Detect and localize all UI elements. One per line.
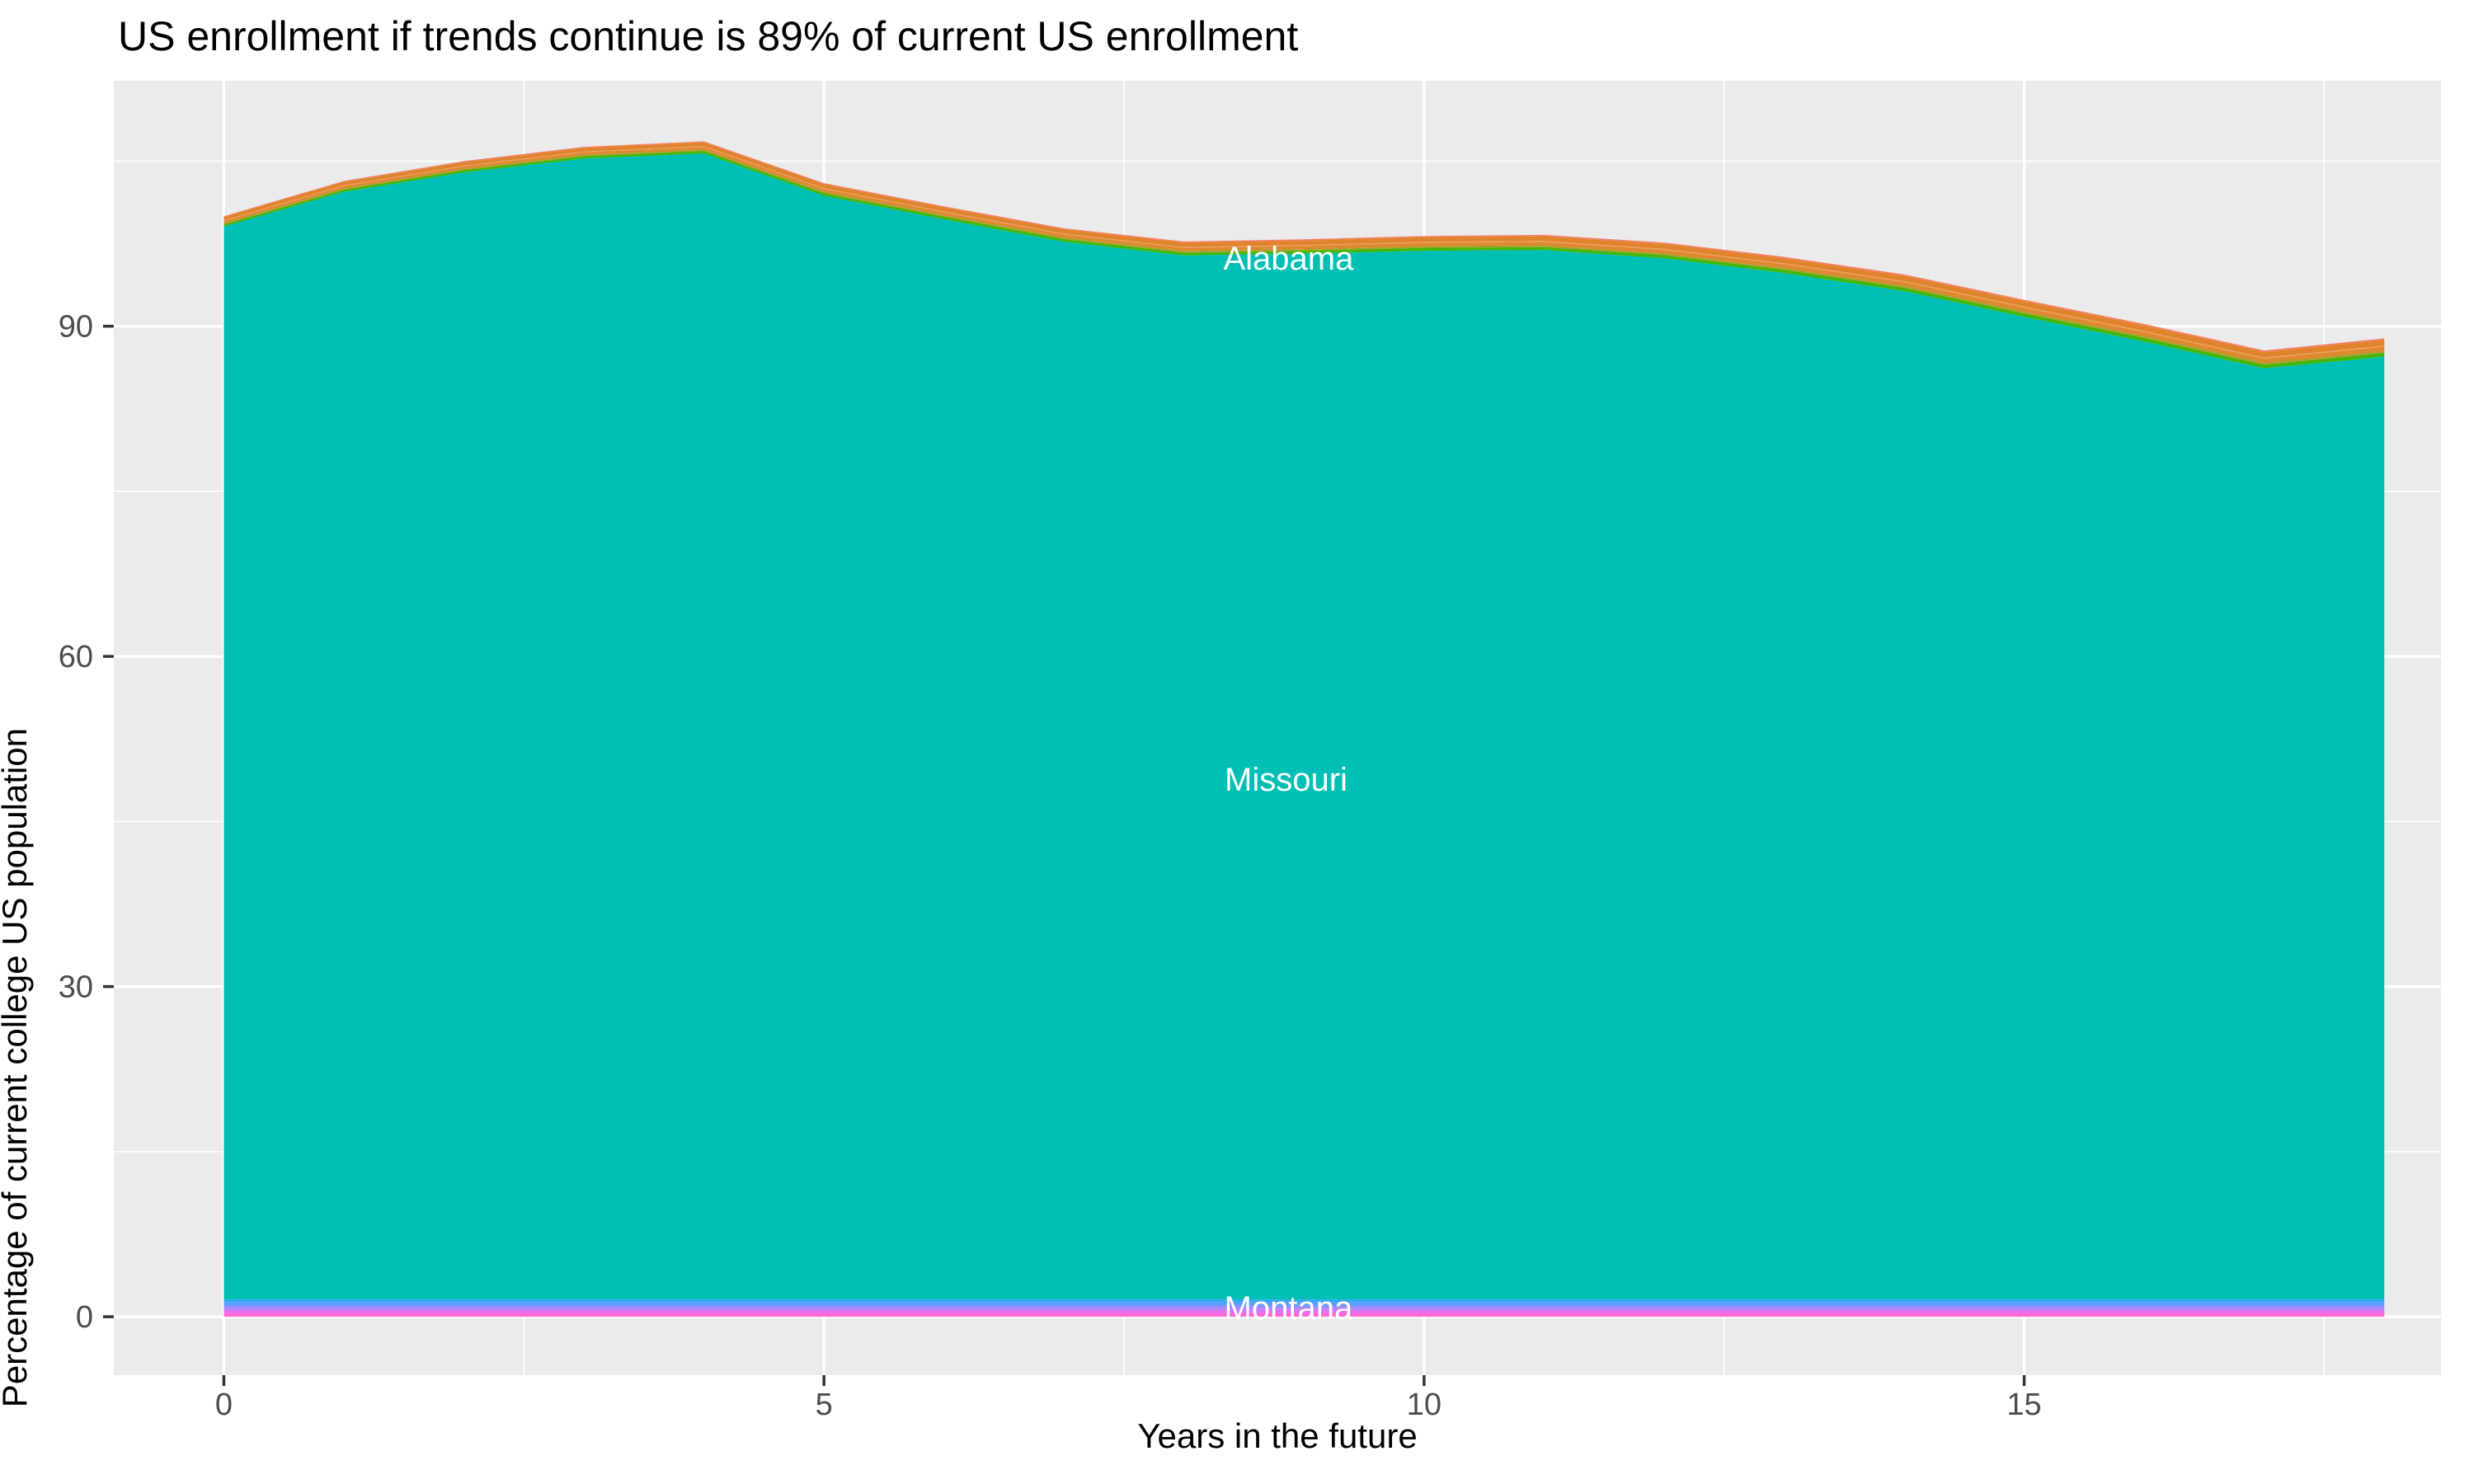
- area-band-orchid: [223, 1310, 2385, 1313]
- area-band-amber: [223, 148, 2385, 364]
- area-band-periwinkle: [223, 1305, 2385, 1308]
- area-band-blue: [223, 1302, 2385, 1306]
- x-axis-tick-label: 0: [215, 1388, 233, 1422]
- plot-title: US enrollment if trends continue is 89% …: [118, 13, 1299, 59]
- y-axis-tick-label: 60: [59, 640, 93, 674]
- state-label-alabama: Alabama: [1223, 241, 1354, 277]
- area-band-olive: [223, 149, 2385, 365]
- area-band-green: [223, 151, 2385, 369]
- y-axis-tick-label: 90: [59, 310, 93, 345]
- x-axis-tick-label: 15: [2006, 1388, 2041, 1422]
- area-band-montana-blue: [223, 1299, 2385, 1303]
- y-axis-tick-label: 30: [59, 970, 93, 1005]
- state-label-montana: Montana: [1225, 1290, 1353, 1327]
- area-band-orange-1: [223, 142, 2385, 358]
- state-label-missouri: Missouri: [1225, 762, 1348, 798]
- x-axis-tick-label: 5: [816, 1388, 833, 1422]
- area-band-violet: [223, 1308, 2385, 1311]
- area-band-orange-2: [223, 147, 2385, 362]
- x-axis-tick-label: 10: [1407, 1388, 1442, 1422]
- y-axis-tick-label: 0: [76, 1300, 93, 1335]
- area-band-pink: [223, 1315, 2385, 1317]
- area-band-missouri: [223, 153, 2385, 1300]
- y-axis-title-text: Percentage of current college US populat…: [0, 727, 34, 1408]
- area-band-magenta: [223, 1313, 2385, 1316]
- x-axis-title: Years in the future: [1137, 1416, 1418, 1455]
